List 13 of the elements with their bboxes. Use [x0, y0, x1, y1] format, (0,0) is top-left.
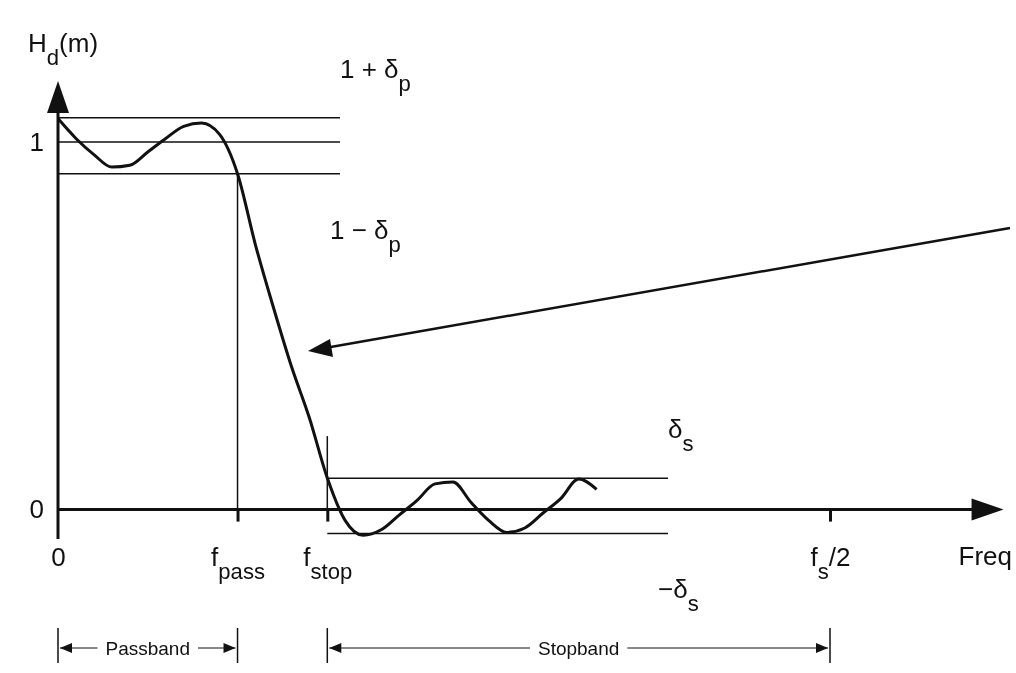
- y-tick-label: 1: [29, 126, 44, 157]
- x-tick-label: 0: [51, 541, 66, 572]
- ref-line-label: δ$_{s}$: [668, 414, 694, 456]
- x-axis-title: Freq: [958, 540, 1012, 571]
- x-tick-label: f$_{pass}$: [211, 541, 265, 584]
- x-tick-label: f$_{s}$/2: [810, 541, 851, 584]
- x-tick-label: f$_{stop}$: [303, 541, 353, 584]
- text: Stopband: [537, 638, 620, 659]
- y-axis-title: H$_{d}$(m): [28, 28, 99, 70]
- ref-line-label: 1 − δ$_{p}$: [330, 214, 401, 257]
- ref-line-label: 1 + δ$_{p}$: [340, 53, 411, 96]
- ref-line-label: −δ$_{s}$: [658, 574, 699, 616]
- text: Passband: [105, 638, 191, 659]
